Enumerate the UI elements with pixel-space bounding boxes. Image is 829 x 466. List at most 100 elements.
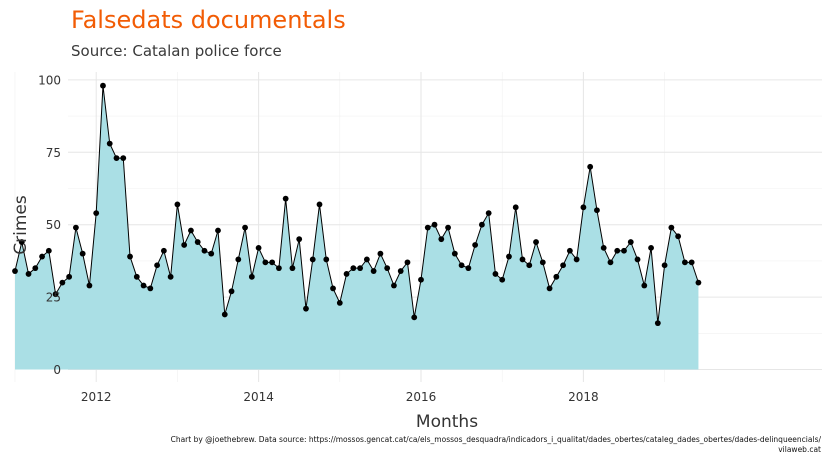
data-point [188,227,194,234]
data-point [262,259,269,266]
data-point [25,271,32,277]
data-point [174,201,181,208]
data-point [424,224,431,231]
data-point [45,247,52,254]
data-point [675,233,682,240]
data-point [316,201,323,208]
x-tick-label: 2018 [568,390,599,404]
data-point [296,236,303,243]
data-points [12,82,702,327]
data-point [323,256,330,263]
data-point [309,256,316,263]
x-tick-label: 2012 [81,390,112,404]
data-point [506,253,512,260]
data-point [641,282,648,289]
data-point [86,282,93,289]
data-point [546,285,553,292]
y-tick-label: 0 [53,363,61,377]
data-point [248,273,255,280]
data-point [634,256,641,263]
data-point [533,239,539,245]
data-point [485,210,492,217]
data-point [397,268,404,274]
data-point [451,250,458,257]
data-point [594,207,600,214]
data-point [384,265,391,272]
x-tick-label: 2016 [406,390,437,404]
series-area [15,85,699,370]
data-point [167,273,174,280]
data-point [472,242,479,248]
data-point [688,259,695,266]
data-point [458,262,465,269]
data-point [404,259,411,266]
data-point [336,299,343,306]
data-point [607,259,614,266]
data-point [18,239,25,245]
data-point [276,265,282,272]
data-point [154,262,161,269]
y-tick-label: 75 [46,146,61,160]
data-point [661,262,668,269]
data-point [512,204,519,211]
data-point [465,265,472,272]
data-point [59,279,66,286]
data-point [269,259,276,266]
data-point [242,224,248,231]
data-point [363,256,370,263]
data-point [133,273,140,280]
data-point [587,163,594,170]
data-point [370,268,377,274]
y-tick-label: 25 [46,291,61,305]
data-point [79,250,86,257]
data-point [12,268,18,274]
x-tick-label: 2014 [243,390,274,404]
data-point [140,282,147,289]
data-point [221,311,228,318]
data-point [194,239,201,245]
data-point [614,247,621,254]
data-point [303,305,309,312]
data-point [52,291,59,298]
data-point [100,82,106,89]
data-point [566,247,573,254]
data-point [499,276,506,283]
data-point [282,195,289,202]
data-point [600,244,607,251]
data-point [438,236,445,243]
data-point [113,155,120,161]
y-tick-label: 100 [38,73,61,87]
data-point [289,265,296,272]
data-point [411,314,418,321]
data-point [560,262,566,269]
data-point [120,155,127,161]
data-point [181,242,188,248]
y-tick-label: 50 [46,218,61,232]
data-point [519,256,526,263]
data-point [255,244,262,251]
data-point [235,256,242,263]
data-point [330,285,336,292]
data-point [621,247,627,254]
series-line [14,85,699,324]
data-point [201,247,208,254]
y-axis-label: Crimes [11,195,31,255]
data-point [32,265,39,272]
data-point [377,250,384,257]
data-point [127,253,133,260]
data-point [580,204,587,211]
data-point [39,253,45,260]
data-point [391,282,397,289]
data-point [431,221,438,228]
data-point [648,244,654,251]
x-tick-labels: 2012 2014 2016 2018 [81,390,599,404]
data-point [526,262,533,269]
chart-title: Falsedats documentals [71,6,346,34]
data-point [627,239,634,245]
data-point [160,247,167,254]
chart-subtitle: Source: Catalan police force [71,42,282,60]
data-point [682,259,688,266]
data-point [350,265,357,272]
data-point [654,320,661,327]
